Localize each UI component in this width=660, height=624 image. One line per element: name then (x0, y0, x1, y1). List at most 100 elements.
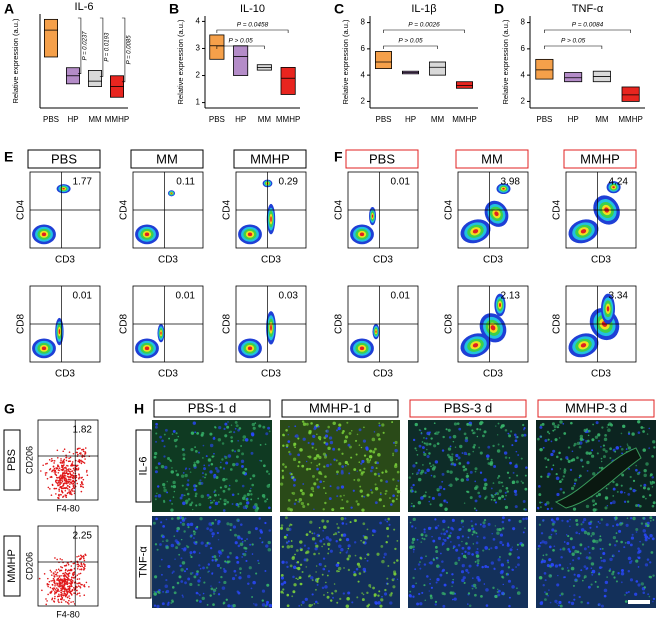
stained-cell (451, 598, 454, 601)
stained-cell (234, 450, 237, 453)
stained-cell (560, 592, 564, 596)
stained-cell (591, 438, 595, 442)
stained-cell (364, 557, 366, 560)
scatter-event (68, 590, 70, 593)
stained-cell (307, 455, 309, 458)
stained-cell (360, 446, 363, 449)
stained-cell (286, 565, 289, 569)
scatter-event (56, 582, 58, 585)
scatter-event (46, 600, 48, 602)
stained-cell (260, 530, 263, 534)
stained-cell (339, 597, 342, 601)
stained-cell (446, 547, 450, 551)
stained-cell (484, 482, 488, 487)
stained-cell (383, 556, 385, 559)
stained-cell (252, 580, 256, 585)
stained-cell (497, 496, 502, 500)
stained-cell (366, 459, 371, 464)
scatter-event (70, 474, 73, 477)
stained-cell (509, 461, 512, 465)
stained-cell (560, 555, 563, 559)
stained-cell (186, 483, 190, 487)
stained-cell (603, 588, 608, 593)
stained-cell (483, 518, 487, 522)
stained-cell (198, 503, 202, 507)
scatter-event (69, 468, 72, 471)
stained-cell (462, 554, 467, 559)
stained-cell (417, 477, 422, 482)
scatter-event (63, 462, 65, 464)
stained-cell (287, 440, 291, 444)
stained-cell (491, 495, 495, 499)
stained-cell (181, 547, 184, 550)
stained-cell (412, 576, 415, 580)
stained-cell (429, 594, 433, 598)
scatter-event (61, 584, 64, 587)
quadrant-value: 3.98 (501, 177, 521, 188)
scatter-event (78, 474, 81, 476)
stained-cell (604, 449, 608, 453)
stained-cell (378, 498, 382, 502)
stained-cell (484, 497, 487, 500)
stained-cell (265, 470, 269, 473)
stained-cell (582, 579, 584, 582)
stained-cell (327, 542, 331, 547)
stained-cell (502, 485, 504, 487)
stained-cell (423, 437, 425, 439)
stained-cell (292, 476, 295, 479)
stained-cell (545, 553, 548, 556)
stained-cell (237, 591, 241, 595)
stained-cell (200, 481, 204, 485)
p-value: P > 0.05 (561, 38, 586, 45)
stained-cell (452, 545, 456, 548)
stained-cell (297, 500, 300, 503)
stained-cell (617, 572, 620, 575)
stained-cell (372, 586, 375, 590)
scatter-event (78, 592, 81, 594)
stained-cell (467, 551, 471, 555)
stained-cell (590, 454, 595, 458)
stained-cell (475, 554, 480, 558)
stained-cell (511, 585, 515, 589)
stained-cell (540, 600, 544, 605)
scatter-event (57, 598, 60, 601)
stained-cell (582, 521, 585, 524)
stained-cell (466, 422, 470, 426)
scatter-event (56, 479, 58, 482)
stained-cell (651, 486, 654, 488)
scatter-y-label: CD206 (24, 552, 34, 580)
scatter-event (59, 585, 62, 588)
stained-cell (241, 452, 245, 456)
stained-cell (363, 571, 365, 573)
stained-cell (479, 523, 482, 526)
stained-cell (221, 458, 224, 461)
stained-cell (217, 522, 220, 526)
stained-cell (449, 470, 453, 474)
y-tick-label: 1 (196, 98, 201, 107)
density-contour (375, 330, 377, 333)
column-header: PBS-1 d (188, 400, 236, 415)
stained-cell (469, 496, 473, 500)
scatter-event (83, 594, 86, 596)
stained-cell (604, 580, 609, 585)
stained-cell (514, 439, 518, 443)
stained-cell (460, 478, 465, 482)
stained-cell (563, 467, 566, 470)
stained-cell (359, 469, 362, 472)
stained-cell (642, 486, 646, 490)
stained-cell (594, 502, 598, 506)
stained-cell (412, 595, 415, 598)
scatter-event (77, 585, 80, 587)
stained-cell (198, 594, 201, 597)
stained-cell (239, 502, 243, 506)
scatter-event (51, 597, 54, 600)
stained-cell (474, 470, 477, 473)
stained-cell (165, 579, 168, 582)
stained-cell (237, 535, 241, 540)
stained-cell (507, 579, 512, 583)
stained-cell (280, 574, 284, 577)
stained-cell (421, 446, 425, 450)
stained-cell (562, 576, 566, 579)
stained-cell (187, 526, 190, 529)
stained-cell (490, 493, 493, 497)
